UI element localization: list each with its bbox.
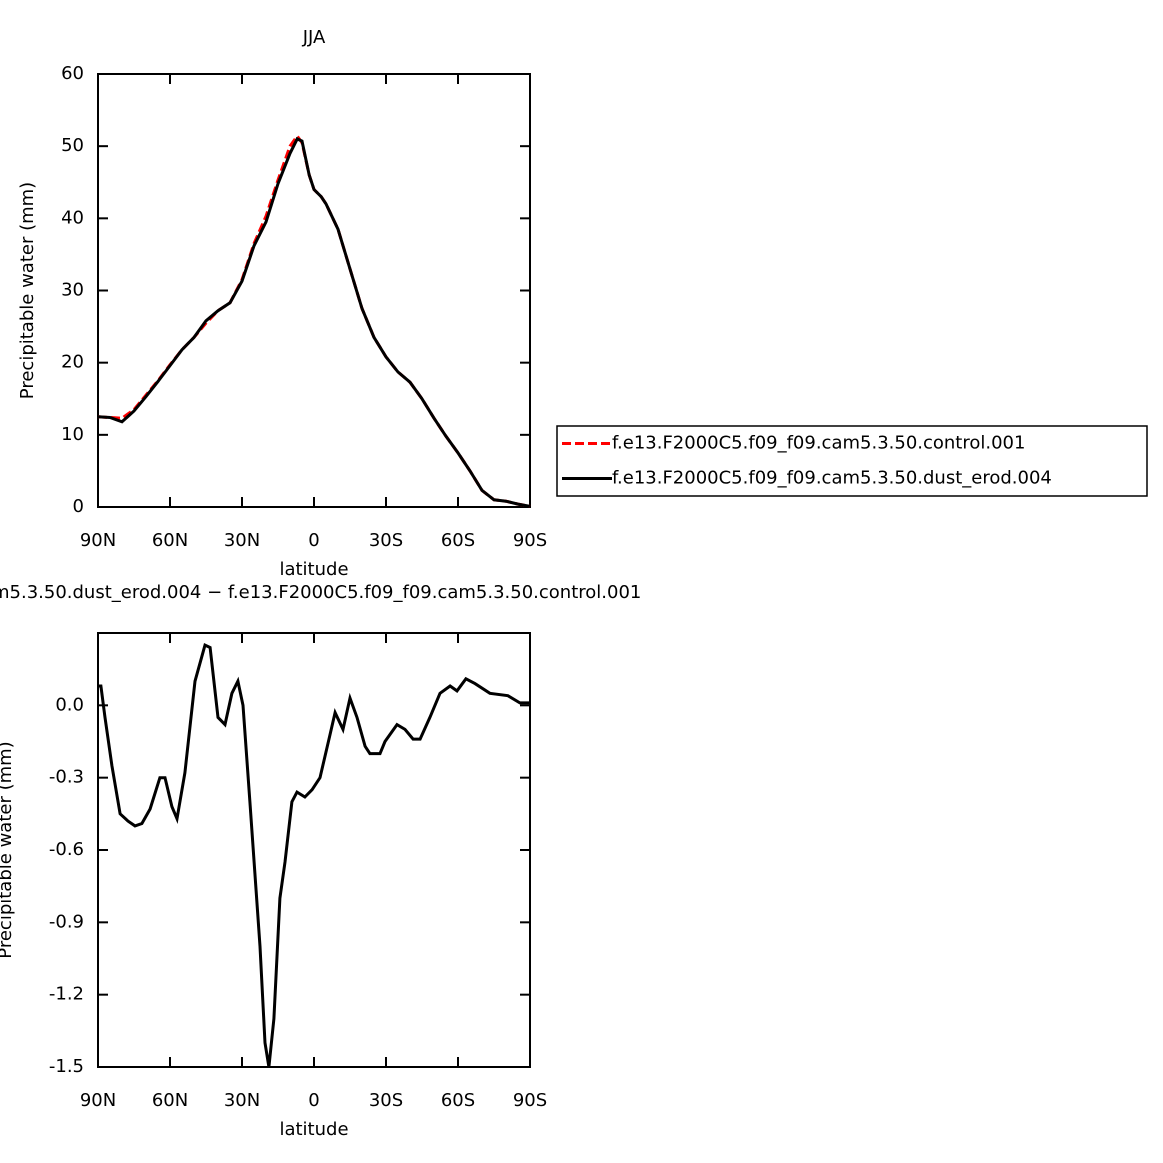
y-tick-label: -0.6 — [49, 839, 84, 860]
x-tick-label: 30N — [224, 1090, 260, 1111]
chart-title: m5.3.50.dust_erod.004 − f.e13.F2000C5.f0… — [0, 582, 641, 603]
x-tick-label: 60N — [152, 530, 188, 551]
y-axis-label: Precipitable water (mm) — [17, 182, 38, 399]
x-axis-label: latitude — [279, 559, 348, 580]
series-line — [98, 642, 530, 1068]
x-tick-label: 90N — [80, 1090, 116, 1111]
plot-frame — [97, 73, 531, 508]
x-tick-label: 90S — [513, 1090, 547, 1111]
y-tick-label: -1.2 — [49, 984, 84, 1005]
legend-label: f.e13.F2000C5.f09_f09.cam5.3.50.control.… — [612, 433, 1025, 454]
plot-frame — [97, 632, 531, 1068]
x-tick-label: 60S — [441, 530, 475, 551]
series-line — [97, 136, 531, 508]
y-tick-label: 10 — [61, 424, 84, 445]
x-tick-label: 90S — [513, 530, 547, 551]
y-tick-label: 60 — [61, 63, 84, 84]
x-tick-label: 0 — [308, 1090, 319, 1111]
y-tick-label: 30 — [61, 280, 84, 301]
y-tick-label: 50 — [61, 135, 84, 156]
x-tick-label: 90N — [80, 530, 116, 551]
x-tick-label: 30S — [369, 1090, 403, 1111]
y-tick-label: 20 — [61, 352, 84, 373]
x-tick-label: 60S — [441, 1090, 475, 1111]
x-tick-label: 30N — [224, 530, 260, 551]
legend-label: f.e13.F2000C5.f09_f09.cam5.3.50.dust_ero… — [612, 468, 1052, 489]
y-tick-label: 40 — [61, 207, 84, 228]
y-tick-label: 0 — [73, 496, 84, 517]
y-tick-label: -1.5 — [49, 1056, 84, 1077]
chart-title: JJA — [302, 27, 326, 48]
legend-box — [556, 425, 1148, 497]
y-tick-label: -0.3 — [49, 767, 84, 788]
series-line — [97, 133, 531, 508]
x-tick-label: 0 — [308, 530, 319, 551]
x-tick-label: 30S — [369, 530, 403, 551]
y-axis-label: Precipitable water (mm) — [0, 741, 16, 958]
y-tick-label: 0.0 — [55, 694, 84, 715]
x-tick-label: 60N — [152, 1090, 188, 1111]
y-tick-label: -0.9 — [49, 911, 84, 932]
x-axis-label: latitude — [279, 1119, 348, 1140]
